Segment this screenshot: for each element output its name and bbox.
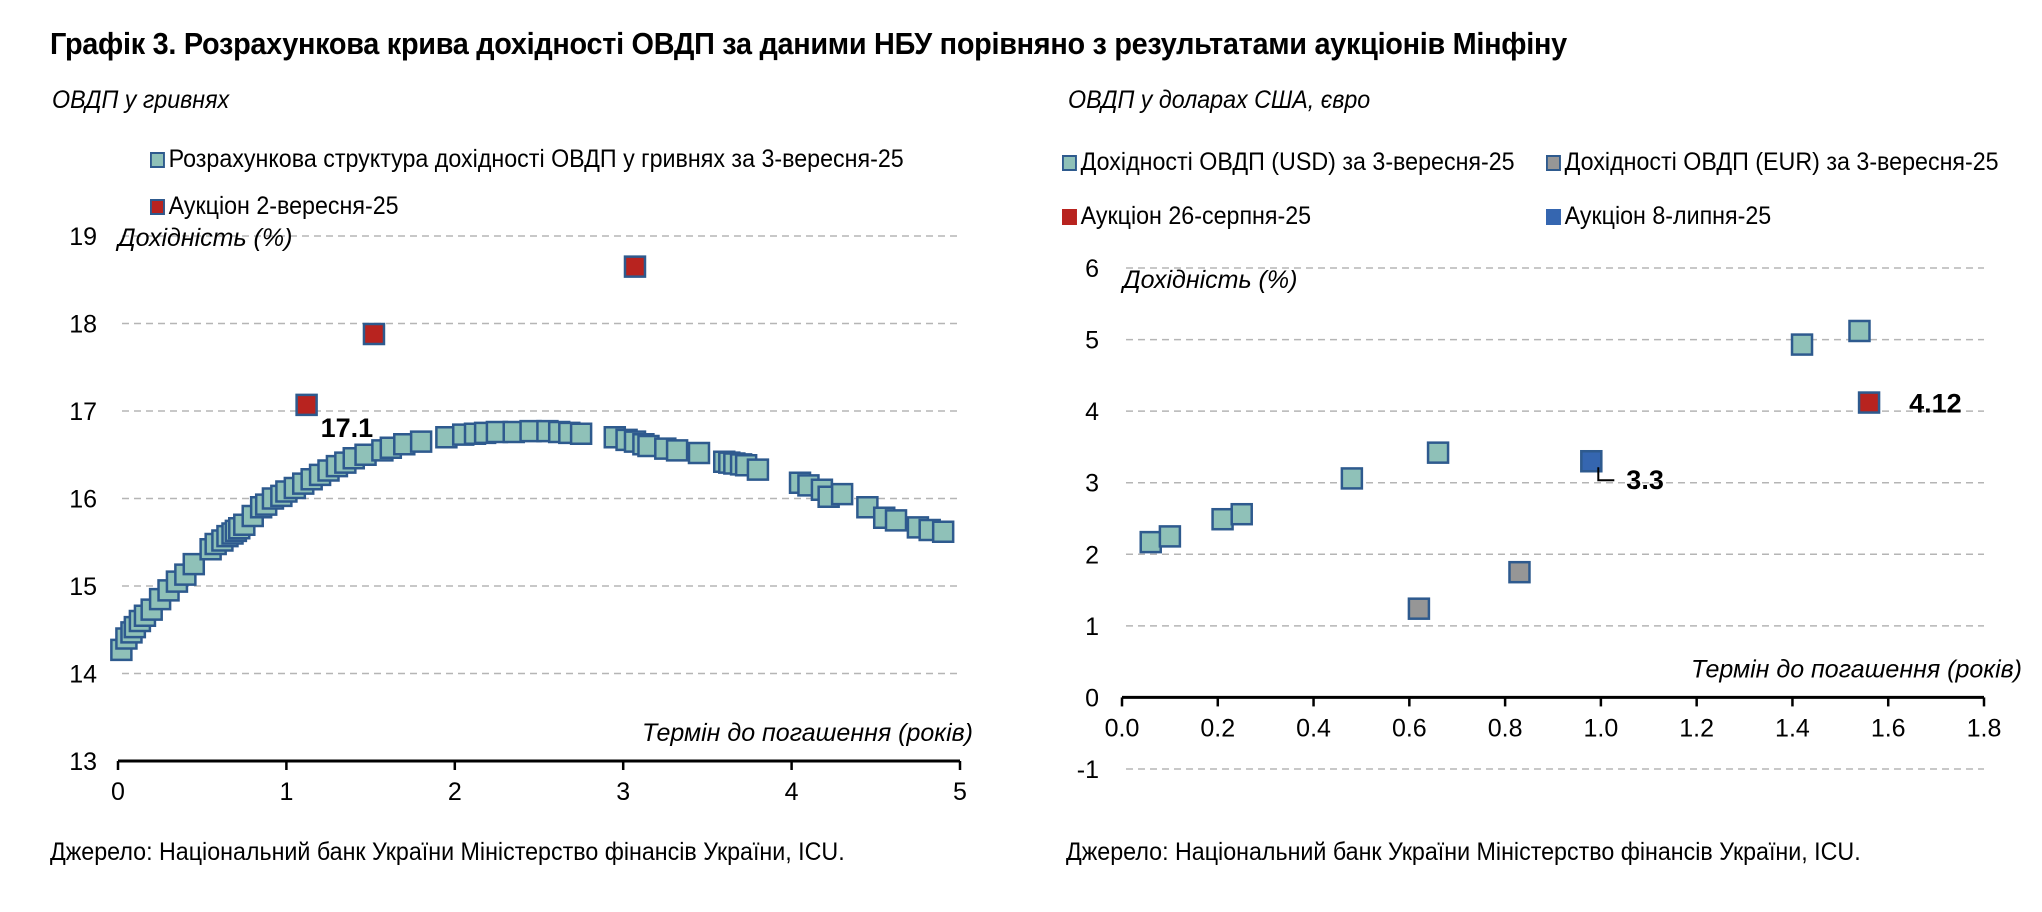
left-point-curve [830,482,854,506]
right-legend-item-eur: Дохідності ОВДП (EUR) за 3-вересня-25 [1546,148,1999,177]
right-x-tick-label: 1.2 [1679,714,1714,742]
legend-swatch-auction [150,198,165,215]
right-source-note: Джерело: Національний банк України Мініс… [1066,838,1861,866]
legend-label-auction-aug: Аукціон 26-серпня-25 [1080,202,1312,230]
left-point-curve [931,520,955,543]
right-x-tick-label: 0.6 [1392,714,1427,742]
legend-swatch-curve [150,151,165,168]
right-legend-item-auction-jul: Аукціон 8-липня-25 [1546,202,1771,231]
legend-label-curve: Розрахункова структура дохідності ОВДП у… [168,145,904,173]
left-point-curve [569,422,593,445]
legend-label-usd: Дохідності ОВДП (USD) за 3-вересня-25 [1080,148,1515,176]
left-point-curve [884,509,908,532]
right-point-usd [1211,507,1234,531]
left-y-tick-label: 17 [69,398,97,426]
right-x-tick-label: 1.4 [1775,714,1810,742]
right-annotation-label: 3.3 [1626,465,1664,495]
right-y-axis-title: Дохідність (%) [1120,266,1297,294]
right-x-tick-label: 0.0 [1105,714,1140,742]
right-point-eur [1508,560,1531,584]
right-point-auction-aug [1857,391,1881,414]
right-legend-item-usd: Дохідності ОВДП (USD) за 3-вересня-25 [1062,148,1515,177]
right-chart-subtitle: ОВДП у доларах США, євро [1068,86,1371,114]
right-x-tick-label: 1.8 [1967,714,2002,742]
left-point-auction [362,322,386,346]
left-x-axis-title: Термін до погашення (років) [642,719,973,747]
right-y-tick-label: 5 [1085,327,1099,355]
left-point-curve [687,441,711,465]
left-x-tick-label: 1 [279,778,293,806]
left-annotation-label: 17.1 [321,413,374,443]
legend-swatch-auction-jul [1546,208,1561,225]
right-legend-item-auction-aug: Аукціон 26-серпня-25 [1062,202,1311,231]
left-point-curve [409,430,433,453]
right-x-axis-title: Термін до погашення (років) [1691,655,2022,683]
right-x-tick-label: 0.4 [1296,714,1331,742]
left-y-tick-label: 13 [69,748,97,776]
legend-label-auction-jul: Аукціон 8-липня-25 [1564,202,1772,230]
left-y-tick-label: 16 [69,486,97,514]
legend-swatch-auction-aug [1062,208,1077,225]
left-chart-subtitle: ОВДП у гривнях [52,86,230,114]
left-source-note: Джерело: Національний банк України Мініс… [50,838,845,866]
right-y-tick-label: 2 [1085,541,1099,569]
left-legend-item-auction: Аукціон 2-вересня-25 [150,192,399,221]
right-y-tick-label: -1 [1077,756,1099,784]
figure-title: Графік 3. Розрахункова крива дохідності … [50,26,1567,61]
right-x-tick-label: 1.0 [1584,714,1619,742]
right-y-tick-label: 1 [1085,613,1099,641]
left-y-axis-title: Дохідність (%) [115,224,292,252]
left-y-tick-label: 15 [69,573,97,601]
right-point-eur [1407,597,1431,620]
legend-swatch-usd [1062,154,1077,171]
left-point-curve [665,439,689,462]
right-x-tick-label: 0.8 [1488,714,1523,742]
right-y-tick-label: 3 [1085,470,1099,498]
left-legend-item-curve: Розрахункова структура дохідності ОВДП у… [150,145,904,174]
right-y-tick-label: 6 [1085,255,1099,283]
right-x-tick-label: 0.2 [1200,714,1235,742]
right-point-usd [1230,502,1253,526]
right-y-tick-label: 4 [1085,398,1099,426]
right-x-tick-label: 1.6 [1871,714,1906,742]
left-x-tick-label: 4 [785,778,799,806]
right-point-usd [1426,441,1450,464]
right-annotation-leader [1597,467,1615,482]
left-point-auction [295,393,318,417]
right-point-usd [1790,333,1814,356]
right-annotation-label: 4.12 [1909,389,1962,419]
left-point-curve [182,552,206,576]
right-point-usd [1848,319,1871,343]
right-y-tick-label: 0 [1085,684,1099,712]
left-y-tick-label: 18 [69,311,97,339]
right-point-usd [1139,530,1162,554]
legend-label-auction: Аукціон 2-вересня-25 [168,192,399,220]
left-y-tick-label: 19 [69,223,97,251]
left-x-tick-label: 0 [111,778,125,806]
left-x-tick-label: 2 [448,778,462,806]
left-x-tick-label: 5 [953,778,967,806]
right-point-auction-jul [1580,449,1603,473]
left-y-tick-label: 14 [69,661,97,689]
right-point-usd [1340,467,1364,490]
left-x-tick-label: 3 [616,778,630,806]
right-point-usd [1158,525,1182,548]
legend-label-eur: Дохідності ОВДП (EUR) за 3-вересня-25 [1564,148,1999,176]
left-point-curve [746,458,770,481]
legend-swatch-eur [1546,154,1561,171]
left-point-auction [623,255,647,278]
